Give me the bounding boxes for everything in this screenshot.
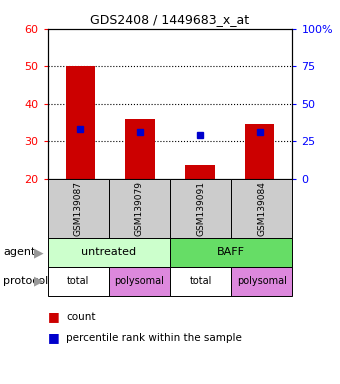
Text: total: total	[67, 276, 89, 286]
Bar	[170, 267, 231, 296]
Text: untreated: untreated	[81, 247, 136, 258]
Bar	[66, 66, 95, 179]
Bar	[48, 179, 109, 238]
Text: ▶: ▶	[34, 275, 44, 288]
Text: protocol: protocol	[3, 276, 49, 286]
Text: GDS2408 / 1449683_x_at: GDS2408 / 1449683_x_at	[90, 13, 250, 26]
Text: GSM139087: GSM139087	[74, 181, 83, 236]
Bar	[48, 238, 170, 267]
Text: agent: agent	[3, 247, 36, 258]
Bar	[109, 179, 170, 238]
Bar	[170, 179, 231, 238]
Text: BAFF: BAFF	[217, 247, 245, 258]
Text: GSM139091: GSM139091	[196, 181, 205, 236]
Bar	[231, 179, 292, 238]
Bar	[170, 238, 292, 267]
Text: percentile rank within the sample: percentile rank within the sample	[66, 333, 242, 343]
Text: count: count	[66, 312, 96, 322]
Text: polysomal: polysomal	[237, 276, 287, 286]
Bar	[48, 267, 109, 296]
Text: total: total	[189, 276, 212, 286]
Text: GSM139079: GSM139079	[135, 181, 144, 236]
Text: ▶: ▶	[34, 246, 44, 259]
Bar	[125, 119, 155, 179]
Text: polysomal: polysomal	[115, 276, 164, 286]
Bar	[109, 267, 170, 296]
Text: GSM139084: GSM139084	[257, 181, 266, 236]
Bar	[245, 124, 274, 179]
Text: ■: ■	[48, 331, 59, 344]
Bar	[185, 166, 215, 179]
Text: ■: ■	[48, 310, 59, 323]
Bar	[231, 267, 292, 296]
